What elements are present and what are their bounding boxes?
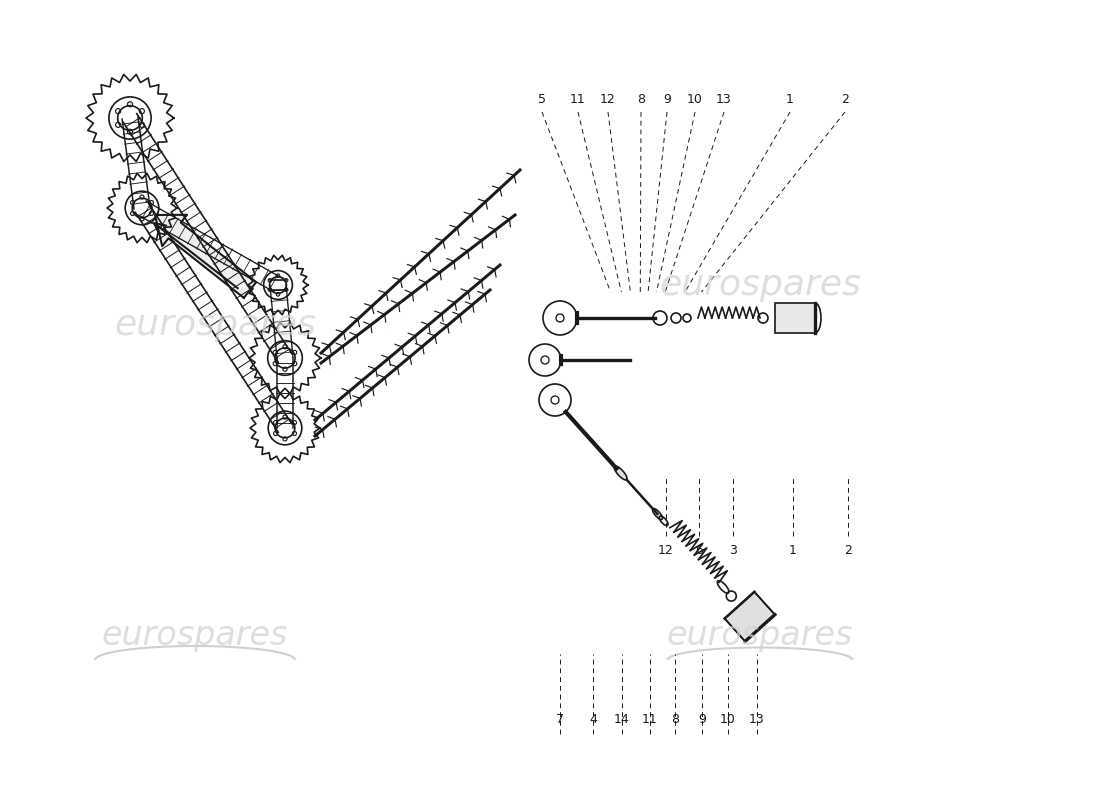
Text: 8: 8: [637, 93, 645, 106]
Text: 13: 13: [716, 93, 732, 106]
Text: eurospares: eurospares: [667, 618, 854, 651]
Text: 1: 1: [789, 544, 796, 557]
Text: 12: 12: [658, 544, 674, 557]
Text: 2: 2: [842, 93, 849, 106]
Text: eurospares: eurospares: [659, 268, 861, 302]
Text: 7: 7: [556, 713, 564, 726]
Text: 12: 12: [601, 93, 616, 106]
Text: 5: 5: [538, 93, 546, 106]
Text: 10: 10: [688, 93, 703, 106]
Text: 9: 9: [663, 93, 671, 106]
Polygon shape: [155, 214, 256, 298]
Text: 11: 11: [642, 713, 658, 726]
Text: 11: 11: [570, 93, 586, 106]
Text: 10: 10: [720, 713, 736, 726]
Polygon shape: [725, 592, 774, 642]
Text: eurospares: eurospares: [102, 618, 288, 651]
Text: 1: 1: [786, 93, 794, 106]
Text: 4: 4: [590, 713, 597, 726]
Text: 14: 14: [614, 713, 630, 726]
Text: 9: 9: [698, 713, 706, 726]
Ellipse shape: [614, 466, 627, 480]
Bar: [776, 303, 815, 333]
Text: 2: 2: [844, 544, 851, 557]
Text: eurospares: eurospares: [114, 308, 316, 342]
Text: 8: 8: [671, 713, 679, 726]
Text: 6: 6: [695, 544, 703, 557]
Text: 3: 3: [729, 544, 737, 557]
Text: 13: 13: [749, 713, 764, 726]
